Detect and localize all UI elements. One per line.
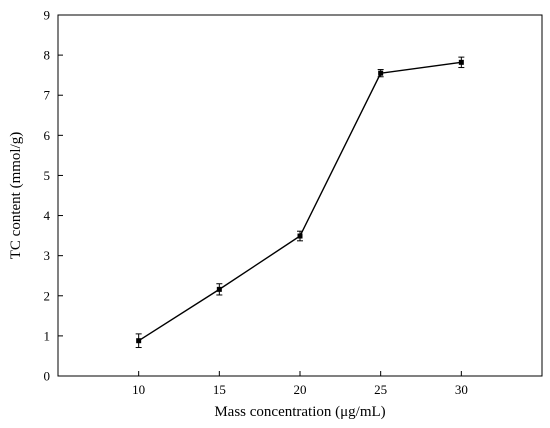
y-tick-label: 9 bbox=[44, 8, 51, 23]
y-tick-label: 7 bbox=[44, 88, 51, 103]
data-point bbox=[216, 286, 222, 292]
y-tick-label: 2 bbox=[44, 288, 51, 303]
x-tick-label: 20 bbox=[294, 382, 307, 397]
y-tick-label: 1 bbox=[44, 328, 51, 343]
data-point bbox=[378, 70, 384, 76]
y-tick-label: 6 bbox=[44, 128, 51, 143]
y-tick-label: 8 bbox=[44, 48, 51, 63]
series-layer bbox=[135, 56, 465, 349]
x-tick-label: 30 bbox=[455, 382, 468, 397]
y-axis-ticks: 0 1 2 3 4 5 6 7 8 9 bbox=[44, 8, 63, 384]
plot-area-frame bbox=[57, 14, 543, 377]
series-line bbox=[138, 61, 462, 342]
x-axis-ticks: 10 15 20 25 30 bbox=[132, 371, 468, 397]
x-tick-label: 10 bbox=[132, 382, 145, 397]
data-point bbox=[458, 59, 464, 65]
data-point bbox=[136, 338, 142, 344]
y-tick-label: 5 bbox=[44, 168, 51, 183]
x-tick-label: 15 bbox=[213, 382, 226, 397]
x-axis-title: Mass concentration (μg/mL) bbox=[214, 404, 385, 420]
y-tick-label: 4 bbox=[44, 208, 51, 223]
y-tick-label: 3 bbox=[44, 248, 51, 263]
x-tick-label: 25 bbox=[374, 382, 387, 397]
y-axis-title: TC content (mmol/g) bbox=[8, 132, 24, 259]
data-point bbox=[297, 233, 303, 239]
y-tick-label: 0 bbox=[44, 369, 51, 384]
